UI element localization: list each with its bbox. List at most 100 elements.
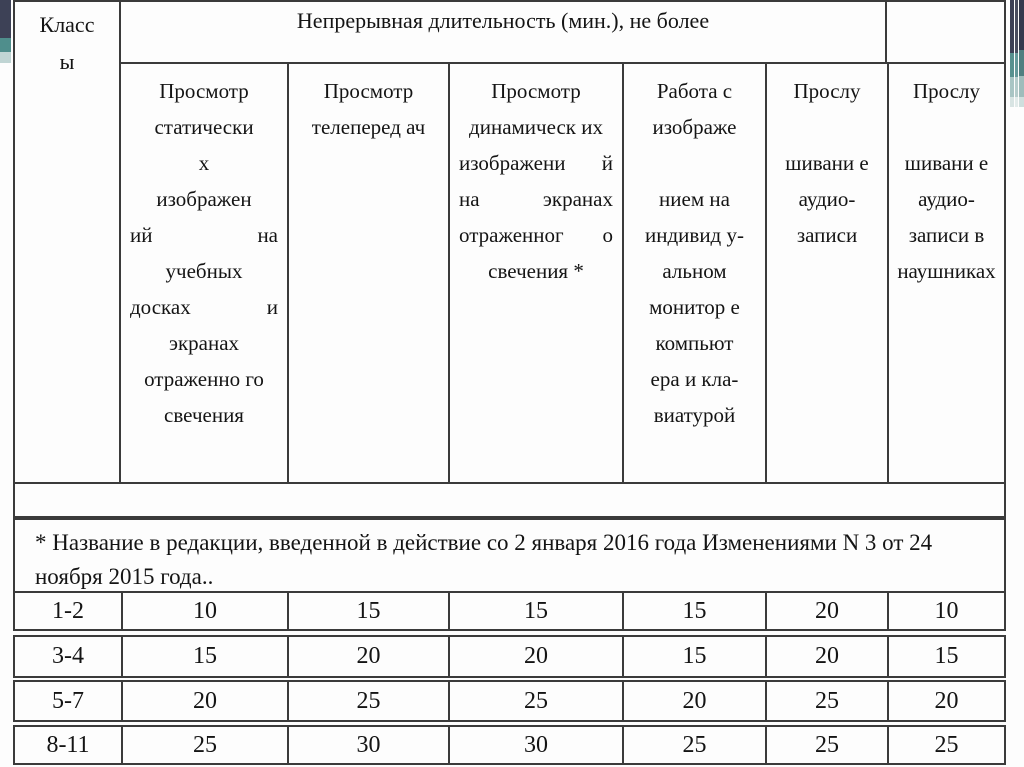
theme-stripe-segment	[1010, 97, 1014, 107]
text-line: телеперед ач	[311, 115, 426, 139]
value-cell: 20	[287, 637, 448, 676]
value-cell: 15	[622, 593, 765, 629]
text-line: записи в	[908, 223, 985, 247]
text-line: отраженно го	[144, 367, 264, 391]
value-cell: 20	[765, 593, 887, 629]
value-cell: 20	[448, 637, 622, 676]
theme-stripe	[1019, 0, 1024, 107]
value-cell: 25	[121, 727, 287, 763]
top-header-row: Непрерывная длительность (мин.), не боле…	[121, 2, 1004, 64]
theme-bar-segment	[0, 38, 11, 52]
row-label-cell: 8-11	[46, 731, 90, 758]
text-line: компьют	[655, 331, 734, 355]
footnote-block: * Название в редакции, введенной в дейст…	[13, 518, 1006, 631]
column-headers-row: Просмотр статически х изображен ий на учебных д…	[121, 64, 1004, 482]
text-line: свечения *	[488, 259, 584, 283]
text-line: индивид у-	[645, 223, 744, 247]
text-line: изображен	[156, 187, 252, 211]
column-header-cell: Просмотр статически х изображен ий на учебных д…	[121, 64, 287, 482]
text-line: * Название в редакции, введенной в дейст…	[35, 530, 933, 555]
text-line: на экранах	[459, 187, 613, 211]
column-header-cell: Просмотр динамическ их изображени й на экрана…	[448, 64, 622, 482]
text-line: ы	[59, 49, 75, 74]
text-line: Просмотр	[491, 79, 581, 103]
column-header-cell: Прослу шивани е аудио-записи в наушниках	[887, 64, 1004, 482]
footnote-text: * Название в редакции, введенной в дейст…	[15, 520, 1004, 593]
data-row-5-7: 5-7 20 25 25 20 25 20	[13, 680, 1006, 722]
theme-bar-segment	[0, 52, 11, 63]
text-line: монитор е	[649, 295, 740, 319]
text-line: Работа с	[656, 79, 733, 103]
text-line: динамическ их	[469, 115, 603, 139]
theme-stripe-segment	[1015, 97, 1018, 107]
data-row-1-2: 1-2 10 15 15 15 20 10	[15, 593, 1004, 629]
theme-stripe	[1015, 0, 1018, 107]
theme-left-bar	[0, 0, 11, 63]
text-line: Прослу	[913, 79, 980, 103]
theme-bar-segment	[0, 0, 11, 38]
value-cell: 15	[287, 593, 448, 629]
row-label-cell: 1-2	[52, 597, 84, 624]
theme-stripe-segment	[1010, 77, 1014, 97]
column-header-cell: Просмотр телеперед ач	[287, 64, 448, 482]
text-line: шивани е	[785, 151, 869, 175]
value-cell: 20	[622, 682, 765, 720]
theme-stripe-segment	[1019, 76, 1024, 97]
value-cell: 20	[765, 637, 887, 676]
theme-stripe-segment	[1019, 97, 1024, 107]
header-right-area: Непрерывная длительность (мин.), не боле…	[121, 2, 1004, 482]
text-line: шивани е	[904, 151, 989, 175]
text-line	[772, 109, 882, 145]
text-line: х	[198, 151, 210, 175]
text-line	[894, 109, 999, 145]
theme-stripe-segment	[1015, 77, 1018, 97]
classes-corner-header: Класс ы	[15, 2, 121, 482]
value-cell: 30	[287, 727, 448, 763]
value-cell: 15	[121, 637, 287, 676]
text-line: свечения	[164, 403, 244, 427]
theme-stripe-segment	[1010, 53, 1014, 77]
column-header-cell: Прослу шивани е аудио-записи	[765, 64, 887, 482]
text-line: записи	[796, 223, 858, 247]
column-header-cell: Работа с изображе нием на индивид у-альном…	[622, 64, 765, 482]
text-line: экранах	[168, 331, 240, 355]
text-line: Просмотр	[323, 79, 414, 103]
text-line: статически	[154, 115, 254, 139]
text-line: аудио-	[918, 187, 975, 211]
text-line: ий на	[130, 223, 278, 247]
row-label-cell: 3-4	[52, 643, 84, 669]
value-cell: 30	[448, 727, 622, 763]
value-cell: 15	[448, 593, 622, 629]
table-header-block: Класс ы Непрерывная длительность (мин.), …	[13, 0, 1006, 484]
top-empty-cell	[885, 2, 1004, 62]
value-cell: 25	[765, 727, 887, 763]
value-cell: 20	[887, 682, 1004, 720]
theme-stripe	[1010, 0, 1014, 107]
text-line: Просмотр	[159, 79, 249, 103]
data-row-8-11: 8-11 25 30 30 25 25 25	[13, 725, 1006, 765]
text-line: нием на	[659, 187, 730, 211]
text-line: наушниках	[897, 259, 996, 283]
text-line: Прослу	[793, 79, 861, 103]
value-cell: 10	[121, 593, 287, 629]
text-line: ера и кла-	[650, 367, 739, 391]
value-cell: 25	[622, 727, 765, 763]
text-line: изображени й	[459, 151, 613, 175]
theme-stripe-segment	[1015, 0, 1018, 53]
value-cell: 25	[765, 682, 887, 720]
data-row-3-4: 3-4 15 20 20 15 20 15	[13, 635, 1006, 678]
empty-spacer-row	[13, 484, 1006, 518]
duration-limits-table: Класс ы Непрерывная длительность (мин.), …	[13, 0, 1006, 767]
value-cell: 10	[887, 593, 1004, 629]
value-cell: 25	[887, 727, 1004, 763]
span-header-cell: Непрерывная длительность (мин.), не боле…	[296, 8, 710, 33]
value-cell: 15	[887, 637, 1004, 676]
text-line: ноября 2015 года..	[35, 564, 214, 589]
text-line: отраженног о	[459, 223, 613, 247]
text-line: альном	[662, 259, 727, 283]
text-line: аудио-	[798, 187, 856, 211]
theme-stripe-segment	[1019, 0, 1024, 50]
theme-stripe-segment	[1015, 53, 1018, 77]
value-cell: 25	[287, 682, 448, 720]
value-cell: 15	[622, 637, 765, 676]
